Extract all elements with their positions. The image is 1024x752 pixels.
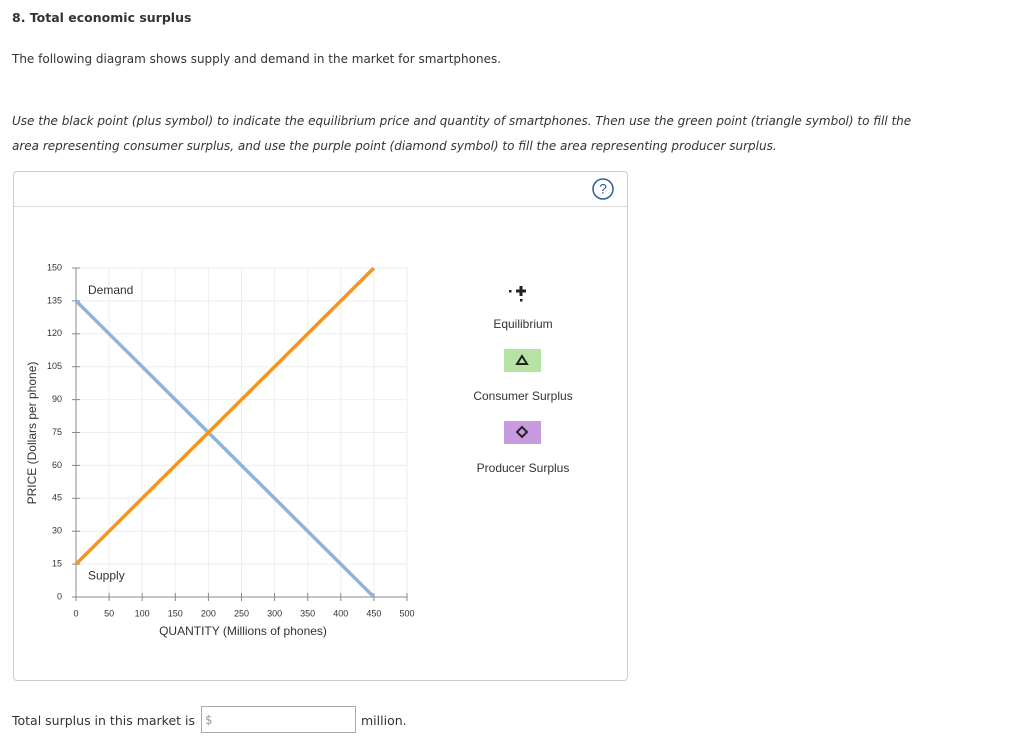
y-tick-label: 75 — [52, 427, 62, 437]
palette-producer-surplus[interactable] — [504, 421, 541, 444]
unit-label: million. — [361, 713, 407, 728]
x-tick-label: 300 — [267, 608, 282, 618]
y-tick-label: 60 — [52, 460, 62, 470]
y-tick-label: 30 — [52, 526, 62, 536]
y-tick-label: 15 — [52, 558, 62, 568]
series-label: Supply — [88, 568, 125, 582]
y-tick-label: 120 — [47, 328, 62, 338]
y-tick-label: 135 — [47, 295, 62, 305]
x-tick-label: 50 — [104, 608, 114, 618]
answer-input[interactable]: $ — [201, 706, 356, 733]
x-tick-label: 200 — [201, 608, 216, 618]
help-icon-text[interactable]: ? — [599, 181, 607, 197]
palette-label: Equilibrium — [493, 317, 552, 331]
palette-equilibrium[interactable] — [509, 286, 526, 302]
graph-panel — [13, 171, 628, 681]
series-line — [74, 266, 376, 566]
x-tick-label: 250 — [234, 608, 249, 618]
x-tick-label: 500 — [399, 608, 414, 618]
palette-label: Consumer Surplus — [473, 389, 572, 403]
palette-label: Producer Surplus — [477, 461, 570, 475]
series-line — [74, 299, 376, 599]
x-tick-label: 400 — [333, 608, 348, 618]
x-tick-label: 100 — [135, 608, 150, 618]
x-axis-label: QUANTITY (Millions of phones) — [159, 624, 327, 638]
x-tick-label: 0 — [73, 608, 78, 618]
y-tick-label: 45 — [52, 493, 62, 503]
y-tick-label: 105 — [47, 361, 62, 371]
question-title: 8. Total economic surplus — [12, 10, 192, 25]
divider — [14, 206, 627, 207]
series-label: Demand — [88, 283, 133, 297]
x-tick-label: 150 — [168, 608, 183, 618]
y-tick-label: 90 — [52, 394, 62, 404]
x-tick-label: 350 — [300, 608, 315, 618]
y-tick-label: 150 — [47, 262, 62, 272]
currency-sign: $ — [205, 713, 213, 727]
palette-consumer-surplus[interactable] — [504, 349, 541, 372]
y-tick-label: 0 — [57, 591, 62, 601]
instructions: Use the black point (plus symbol) to ind… — [12, 114, 912, 128]
help-icon[interactable] — [592, 178, 614, 200]
answer-prompt: Total surplus in this market is — [12, 713, 196, 728]
x-tick-label: 450 — [366, 608, 381, 618]
y-axis-label: PRICE (Dollars per phone) — [25, 362, 39, 505]
intro-text: The following diagram shows supply and d… — [12, 52, 502, 66]
triangle-icon — [515, 354, 529, 365]
diamond-icon — [515, 425, 529, 439]
instructions: area representing consumer surplus, and … — [12, 139, 777, 153]
